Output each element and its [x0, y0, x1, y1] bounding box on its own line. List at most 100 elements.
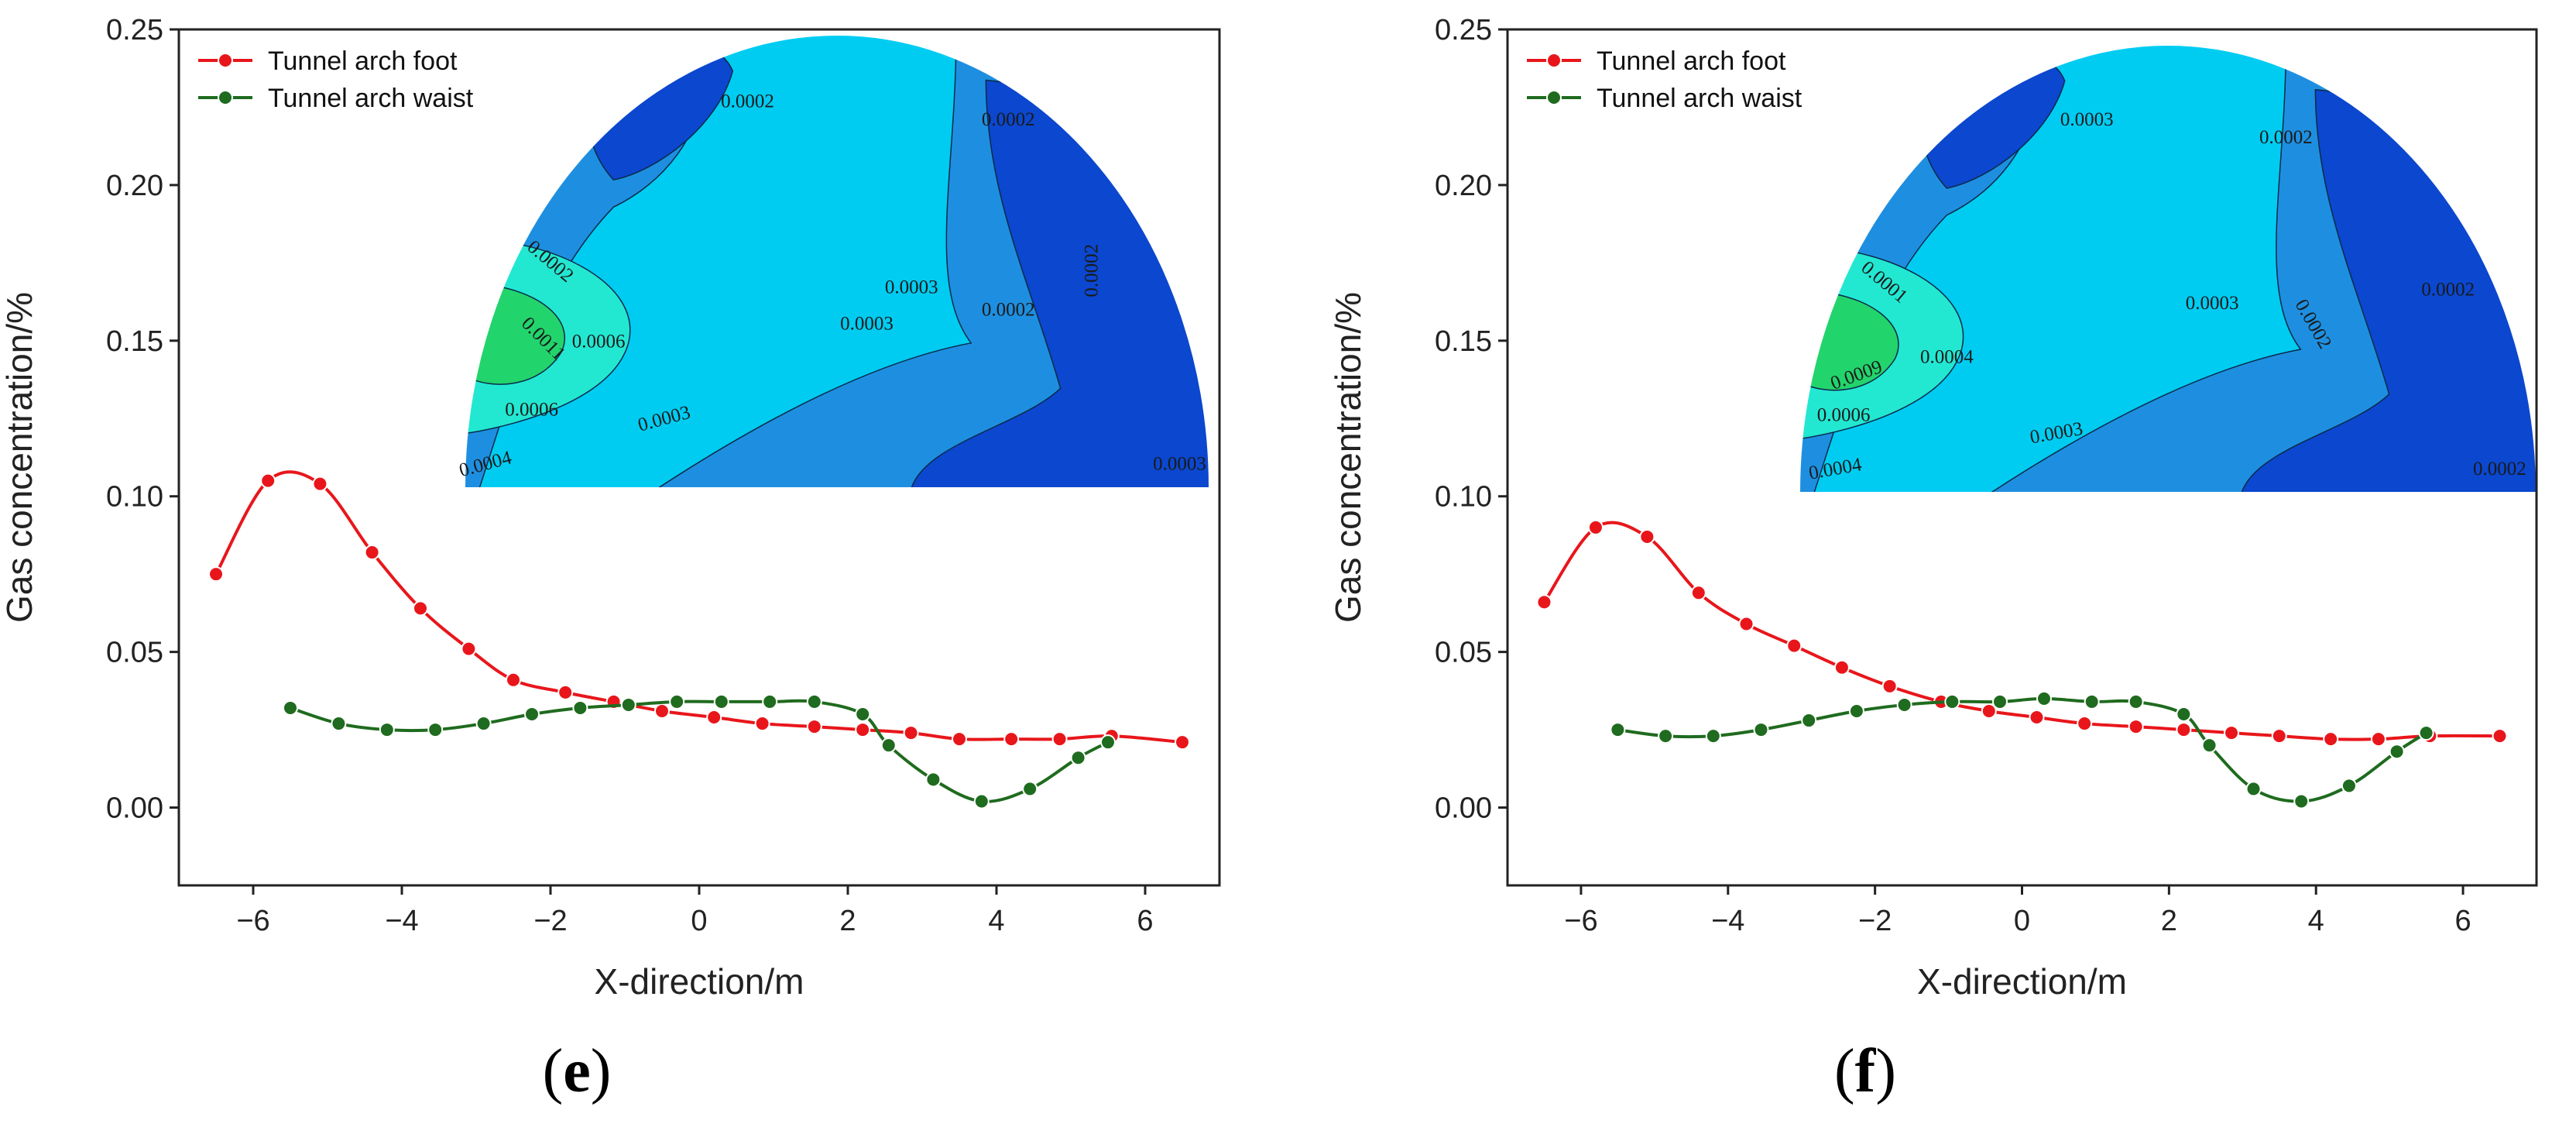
x-tick-label: −2	[533, 905, 567, 937]
data-point-arch-foot	[2176, 722, 2192, 738]
chart-panel-e: 0.0002 0.0002 0.0002 0.0003 0.0002 0.0002 0.00…	[0, 14, 1221, 1105]
contour-label: 0.0003	[1153, 454, 1206, 475]
contour-label: 0.0004	[1920, 346, 1974, 367]
panel-label-f-letter: f	[1854, 1037, 1876, 1105]
data-point-arch-foot	[260, 473, 276, 489]
data-point-arch-waist	[1896, 696, 1912, 713]
data-point-arch-waist	[427, 722, 444, 738]
data-point-arch-waist	[806, 693, 822, 710]
data-point-arch-foot	[1881, 678, 1898, 694]
data-point-arch-foot	[952, 731, 967, 747]
legend-label: Tunnel arch foot	[1597, 46, 1786, 76]
data-point-arch-foot	[1786, 638, 1803, 654]
y-tick-label: 0.15	[106, 325, 163, 358]
data-point-arch-foot	[1981, 703, 1997, 719]
contour-label: 0.0002	[982, 109, 1035, 130]
data-point-arch-waist	[1753, 722, 1769, 738]
contour-label: 0.0002	[2421, 280, 2475, 301]
data-point-arch-foot	[903, 725, 919, 741]
x-axis-label: X-direction/m	[595, 961, 804, 1002]
data-point-arch-waist	[331, 716, 347, 732]
data-point-arch-waist	[2128, 693, 2144, 710]
data-point-arch-waist	[925, 772, 942, 788]
data-point-arch-waist	[2084, 693, 2100, 710]
contour-label: 0.0003	[840, 313, 894, 334]
data-point-arch-waist	[2036, 690, 2052, 706]
panel-label-e: (e)	[542, 1037, 612, 1105]
legend-label: Tunnel arch waist	[268, 84, 474, 113]
data-point-arch-foot	[312, 476, 328, 492]
data-point-arch-foot	[2492, 728, 2508, 744]
data-point-arch-foot	[2224, 725, 2240, 741]
y-tick-label: 0.10	[1435, 481, 1492, 514]
data-point-arch-foot	[2323, 731, 2339, 747]
y-tick-label: 0.20	[106, 170, 163, 202]
legend-label: Tunnel arch waist	[1597, 84, 1803, 113]
data-point-arch-foot	[557, 684, 574, 700]
data-point-arch-foot	[1639, 528, 1655, 545]
data-point-arch-waist	[2341, 778, 2357, 794]
y-axis-label: Gas concentration/%	[1328, 292, 1368, 623]
x-tick-label: 4	[988, 905, 1004, 937]
data-point-arch-waist	[1658, 728, 1674, 744]
data-point-arch-waist	[475, 716, 492, 732]
chart-e-svg: 0.00020.00020.00020.00030.00020.00020.00…	[0, 14, 1221, 1002]
data-point-arch-waist	[973, 793, 990, 809]
panel-label-e-letter: e	[563, 1037, 591, 1105]
x-tick-label: 6	[2455, 905, 2471, 937]
data-point-arch-waist	[713, 693, 729, 710]
data-point-arch-waist	[762, 693, 778, 710]
contour-inset: 0.00020.00020.00020.00030.00020.00020.00…	[457, 34, 1211, 489]
legend-label: Tunnel arch foot	[268, 46, 458, 76]
data-point-arch-waist	[1705, 728, 1721, 744]
data-point-arch-waist	[620, 696, 636, 713]
x-tick-label: 2	[2161, 905, 2177, 937]
contour-label: 0.0003	[885, 277, 938, 297]
contour-label: 0.0002	[721, 91, 774, 112]
contour-label: 0.0006	[1817, 405, 1871, 426]
contour-label: 0.0002	[2473, 459, 2526, 479]
data-point-arch-foot	[1003, 731, 1020, 747]
y-tick-label: 0.00	[106, 792, 163, 825]
data-point-arch-foot	[2271, 728, 2287, 744]
y-axis-label: Gas concentration/%	[0, 292, 39, 623]
data-point-arch-waist	[2245, 781, 2262, 797]
data-point-arch-foot	[1536, 594, 1552, 610]
data-point-arch-waist	[1070, 750, 1086, 766]
data-point-arch-waist	[2176, 706, 2192, 722]
y-tick-label: 0.05	[106, 637, 163, 669]
x-axis-label: X-direction/m	[1917, 961, 2127, 1002]
data-point-arch-waist	[1022, 781, 1038, 797]
y-tick-label: 0.25	[106, 14, 163, 46]
data-point-arch-waist	[524, 706, 540, 722]
data-point-arch-foot	[2077, 716, 2093, 732]
data-point-arch-waist	[2201, 737, 2218, 754]
legend-marker	[1546, 53, 1562, 68]
data-point-arch-foot	[1051, 731, 1068, 747]
y-tick-label: 0.15	[1435, 325, 1492, 358]
x-tick-label: −6	[236, 905, 269, 937]
data-point-arch-foot	[208, 566, 224, 583]
data-point-arch-foot	[806, 719, 822, 735]
x-tick-label: 2	[839, 905, 856, 937]
data-point-arch-foot	[1587, 519, 1604, 535]
data-point-arch-waist	[283, 699, 298, 716]
data-point-arch-foot	[654, 703, 670, 719]
data-point-arch-waist	[2389, 744, 2405, 760]
legend-marker	[1546, 90, 1562, 105]
y-tick-label: 0.10	[106, 481, 163, 514]
data-point-arch-foot	[413, 600, 428, 617]
data-point-arch-foot	[2128, 719, 2144, 735]
x-tick-label: −4	[385, 905, 418, 937]
legend-marker	[218, 90, 233, 105]
x-tick-label: 6	[1137, 905, 1153, 937]
data-point-arch-waist	[1848, 703, 1864, 719]
x-tick-label: 0	[2014, 905, 2030, 937]
data-point-arch-foot	[2029, 710, 2045, 726]
contour-label: 0.0003	[2186, 293, 2239, 314]
contour-label: 0.0002	[2259, 127, 2313, 148]
data-point-arch-foot	[1738, 616, 1754, 632]
data-point-arch-waist	[855, 706, 871, 722]
